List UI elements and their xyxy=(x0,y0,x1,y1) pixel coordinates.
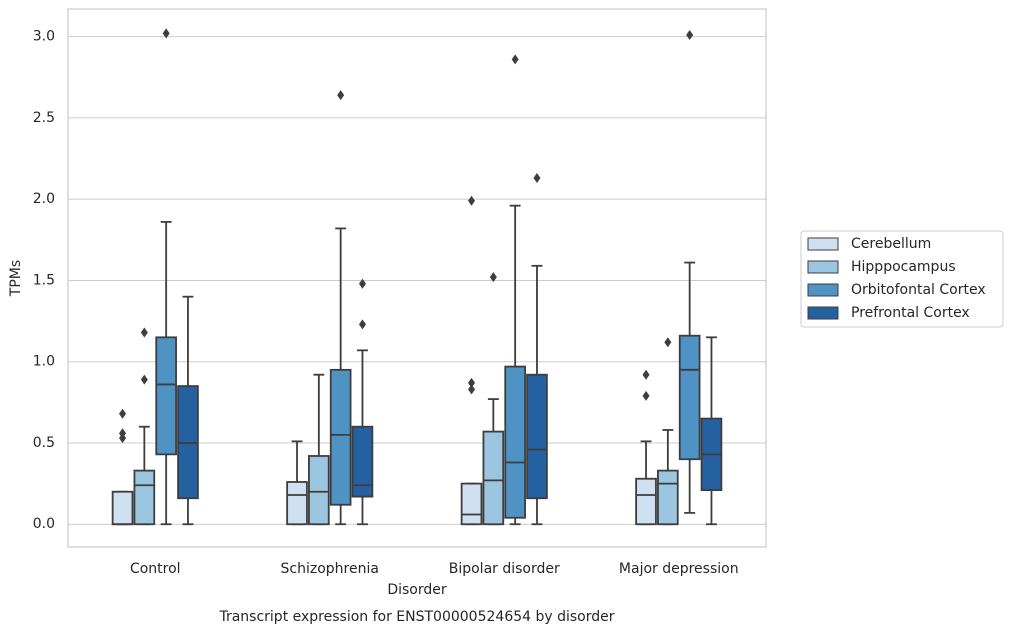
outlier xyxy=(511,54,519,65)
outlier xyxy=(162,28,170,39)
box xyxy=(111,490,134,526)
outlier xyxy=(489,272,497,283)
box xyxy=(351,425,374,498)
legend-label: Orbitofontal Cortex xyxy=(851,282,986,298)
outlier xyxy=(119,433,127,444)
y-tick-label: 2.5 xyxy=(33,110,55,126)
outlier xyxy=(468,384,476,395)
box xyxy=(329,368,352,506)
box xyxy=(308,455,330,526)
box xyxy=(526,373,548,500)
outlier xyxy=(358,278,366,289)
y-axis-label: TPMs xyxy=(8,260,24,297)
outlier xyxy=(642,369,650,380)
legend-label: Prefrontal Cortex xyxy=(851,305,970,321)
box xyxy=(482,430,505,526)
y-tick-label: 2.0 xyxy=(33,191,55,207)
box xyxy=(460,482,483,526)
outlier xyxy=(642,390,650,401)
y-tick-label: 1.5 xyxy=(33,272,55,288)
outlier xyxy=(664,337,672,348)
legend-swatch xyxy=(807,306,839,320)
x-tick-label: Major depression xyxy=(619,561,739,577)
y-tick-label: 3.0 xyxy=(33,29,55,45)
legend-swatch xyxy=(807,283,839,297)
box xyxy=(286,481,308,526)
legend-label: Hipppocampus xyxy=(851,259,956,275)
outlier xyxy=(468,377,476,388)
chart-title: Transcript expression for ENST0000052465… xyxy=(218,609,614,625)
legend-label: Cerebellum xyxy=(851,236,931,252)
box xyxy=(504,365,526,519)
legend-swatch xyxy=(807,260,839,274)
outlier xyxy=(533,173,541,184)
legend xyxy=(800,230,1004,328)
x-tick-label: Bipolar disorder xyxy=(449,561,560,577)
box xyxy=(657,469,679,526)
y-tick-label: 0.5 xyxy=(33,435,55,451)
box xyxy=(133,469,156,526)
box xyxy=(155,336,177,456)
outlier xyxy=(468,195,476,206)
x-axis-label: Disorder xyxy=(387,582,447,598)
x-tick-label: Schizophrenia xyxy=(281,561,379,577)
legend-swatch xyxy=(807,237,839,251)
box xyxy=(678,334,701,461)
outlier xyxy=(337,90,345,101)
outlier xyxy=(358,319,366,330)
y-tick-label: 1.0 xyxy=(33,354,55,370)
x-tick-label: Control xyxy=(130,561,181,577)
box xyxy=(635,477,657,526)
outlier xyxy=(140,327,148,338)
outlier xyxy=(119,408,127,419)
y-tick-label: 0.0 xyxy=(33,516,55,532)
plot-area xyxy=(67,8,767,548)
outlier xyxy=(686,30,694,41)
outlier xyxy=(140,374,148,385)
